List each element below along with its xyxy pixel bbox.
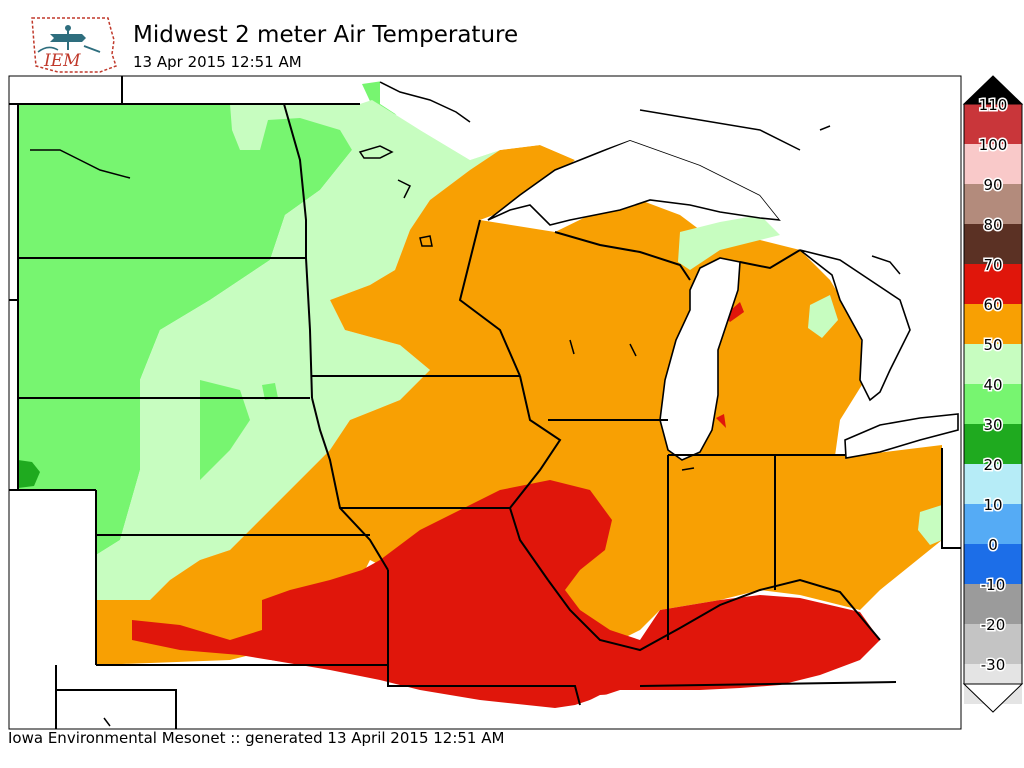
- canada-region: [380, 76, 961, 300]
- legend-label: -30: [981, 656, 1006, 674]
- legend-label: 70: [983, 256, 1002, 274]
- temp-band-40-50: [678, 215, 780, 270]
- legend-bin: [964, 144, 1022, 184]
- legend-bin: [964, 264, 1022, 304]
- outside-region-east: [860, 440, 961, 729]
- page-subtitle: 13 Apr 2015 12:51 AM: [133, 53, 302, 71]
- legend-label: 60: [983, 296, 1002, 314]
- temp-band-40-50: [918, 505, 942, 545]
- legend-bin: [964, 464, 1022, 504]
- legend-bin: [964, 584, 1022, 624]
- temp-band-40-50: [808, 295, 838, 338]
- legend-bin: [964, 384, 1022, 424]
- lake-michigan: [659, 257, 741, 461]
- iem-logo: IEM: [31, 17, 117, 73]
- lake-outlines: [30, 81, 901, 727]
- legend-label: 100: [979, 136, 1008, 154]
- temp-band-30-40: [262, 383, 278, 400]
- temp-band-40-50: [96, 100, 500, 600]
- legend-label: 30: [983, 416, 1002, 434]
- lake-superior: [487, 139, 782, 226]
- legend-label: 80: [983, 216, 1002, 234]
- legend-label: 20: [983, 456, 1002, 474]
- legend-label: 10: [983, 496, 1002, 514]
- temp-band-30-40: [200, 380, 250, 480]
- legend-bin: [964, 344, 1022, 384]
- legend-label: 90: [983, 176, 1002, 194]
- temp-band-30-40: [18, 104, 360, 555]
- outside-region-south: [9, 660, 388, 729]
- state-boundaries: [9, 76, 961, 729]
- legend-bin: [964, 544, 1022, 584]
- page-title: Midwest 2 meter Air Temperature: [133, 22, 519, 48]
- legend-bin: [964, 184, 1022, 224]
- temp-band-60-70: [716, 414, 726, 428]
- legend-bin: [964, 224, 1022, 264]
- windvane-icon: [37, 25, 101, 53]
- logo-text: IEM: [43, 51, 81, 71]
- lake-erie: [844, 413, 959, 459]
- legend-label: 50: [983, 336, 1002, 354]
- legend-outline: [963, 103, 1023, 685]
- temp-band-60-70: [132, 480, 880, 708]
- legend-bin: [964, 624, 1022, 664]
- legend-label: 40: [983, 376, 1002, 394]
- outside-region-south: [388, 670, 961, 729]
- legend-label: 110: [979, 96, 1008, 114]
- lake-huron: [799, 249, 911, 402]
- legend-label: -10: [981, 576, 1006, 594]
- map-frame: [8, 75, 962, 730]
- legend-bin: [964, 424, 1022, 464]
- legend-bin: [964, 104, 1022, 144]
- legend-bin: [964, 304, 1022, 344]
- legend-label: 0: [988, 536, 998, 554]
- legend-bin: [964, 504, 1022, 544]
- legend-label: -20: [981, 616, 1006, 634]
- temp-band-20-30: [18, 460, 40, 488]
- footer-credit: Iowa Environmental Mesonet :: generated …: [8, 729, 505, 747]
- outside-region-west: [9, 490, 96, 665]
